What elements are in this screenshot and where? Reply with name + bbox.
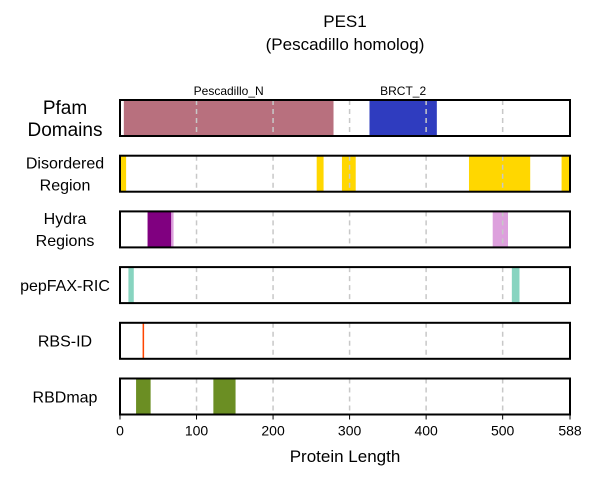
- x-axis-label: Protein Length: [290, 447, 401, 466]
- track-2: Hydra Regions: [36, 210, 571, 250]
- track-5: RBDmap: [33, 377, 571, 416]
- track-label: RBDmap: [33, 389, 98, 406]
- track-frame: [119, 154, 571, 193]
- track-segment: [123, 100, 334, 136]
- track-segment: [142, 322, 145, 359]
- track-label: Regions: [36, 233, 95, 250]
- x-tick-label: 588: [558, 423, 582, 439]
- domain-label: BRCT_2: [380, 84, 426, 98]
- x-axis: 0 100 200 300 400 500 588: [116, 414, 582, 439]
- domain-label: Pescadillo_N: [194, 84, 264, 98]
- track-segment: [492, 211, 509, 248]
- track-segment: [136, 378, 151, 415]
- chart-title: PES1: [323, 12, 366, 31]
- track-segment: [128, 267, 134, 304]
- x-tick-label: 400: [414, 423, 438, 439]
- track-frame: [119, 321, 571, 360]
- track-segment: [120, 155, 127, 192]
- x-tick-label: 500: [491, 423, 515, 439]
- track-1: Disordered Region: [26, 154, 571, 194]
- track-segment: [316, 155, 324, 192]
- track-segment: [511, 267, 520, 304]
- track-segment: [171, 211, 174, 248]
- track-label: Pfam: [43, 98, 87, 119]
- track-label: Region: [40, 177, 91, 194]
- track-label: pepFAX-RIC: [20, 278, 110, 295]
- track-segment: [341, 155, 356, 192]
- x-tick-label: 200: [261, 423, 285, 439]
- track-segment: [561, 155, 570, 192]
- x-tick-label: 100: [185, 423, 209, 439]
- track-segment: [468, 155, 531, 192]
- track-frame: [119, 210, 571, 249]
- track-frame: [119, 266, 571, 305]
- track-label: Disordered: [26, 155, 104, 172]
- track-4: RBS-ID: [38, 321, 571, 360]
- track-label: Hydra: [44, 211, 87, 228]
- x-tick-label: 300: [338, 423, 362, 439]
- chart-subtitle: (Pescadillo homolog): [266, 35, 425, 54]
- track-segment: [147, 211, 172, 248]
- track-label: RBS-ID: [38, 334, 92, 351]
- track-segment: [213, 378, 236, 415]
- x-tick-label: 0: [116, 423, 124, 439]
- track-label: Domains: [28, 120, 103, 141]
- track-3: pepFAX-RIC: [20, 266, 571, 305]
- track-frame: [119, 377, 571, 416]
- track-frame: [119, 99, 571, 137]
